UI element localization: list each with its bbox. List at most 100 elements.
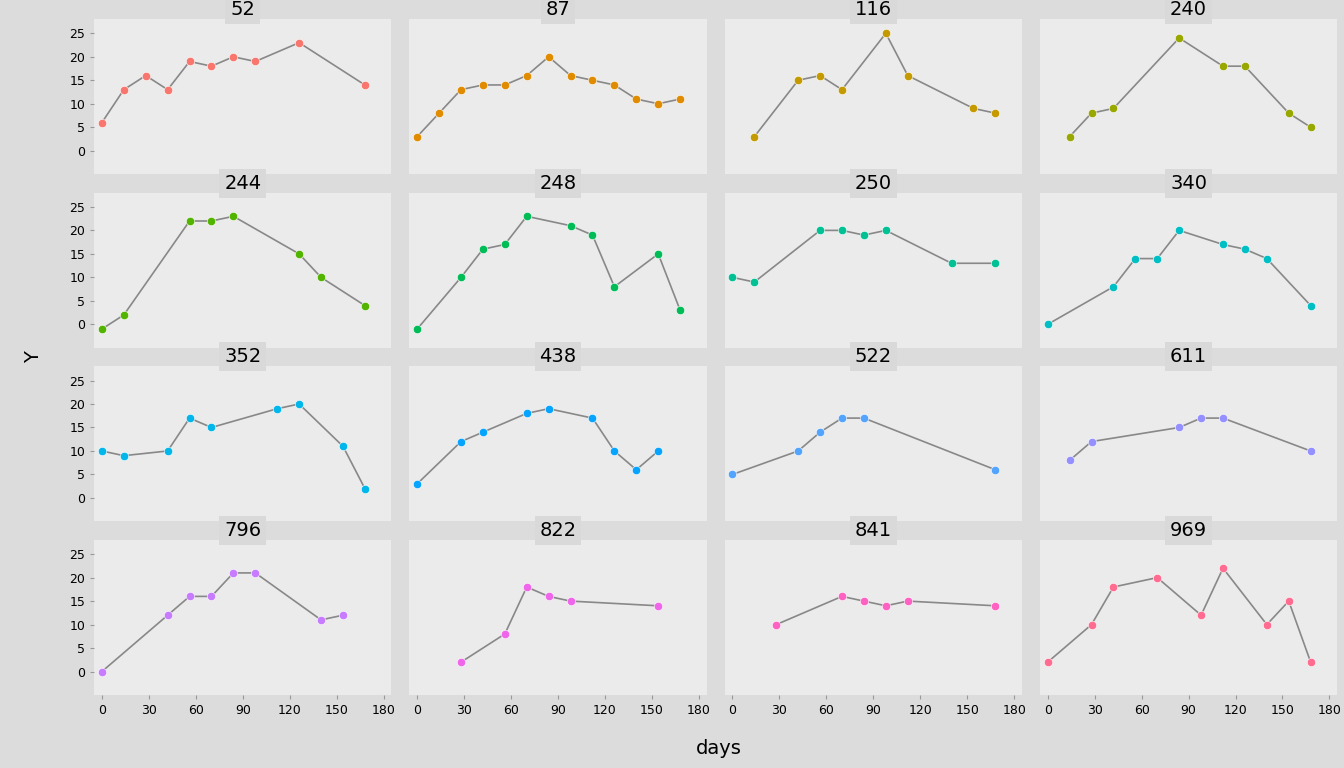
Point: [472, 243, 493, 255]
Point: [223, 210, 245, 223]
Point: [406, 478, 427, 490]
Title: 352: 352: [224, 347, 262, 366]
Point: [809, 224, 831, 237]
Point: [985, 464, 1007, 476]
Title: 340: 340: [1171, 174, 1207, 193]
Point: [1038, 656, 1059, 668]
Point: [1146, 253, 1168, 265]
Point: [625, 464, 646, 476]
Point: [1038, 318, 1059, 330]
Point: [743, 131, 765, 143]
Point: [831, 224, 852, 237]
Point: [1212, 412, 1234, 424]
Point: [875, 600, 896, 612]
Point: [310, 614, 332, 626]
Point: [1168, 224, 1189, 237]
Point: [472, 426, 493, 439]
Title: 116: 116: [855, 0, 892, 19]
Point: [91, 323, 113, 335]
Point: [113, 309, 134, 321]
Point: [450, 84, 472, 96]
Point: [538, 51, 559, 63]
Point: [157, 84, 179, 96]
Point: [1168, 422, 1189, 434]
Point: [831, 84, 852, 96]
Point: [332, 440, 353, 452]
Point: [472, 79, 493, 91]
Point: [809, 69, 831, 81]
Point: [1081, 107, 1102, 119]
Point: [788, 74, 809, 87]
Title: 796: 796: [224, 521, 261, 540]
Point: [1278, 107, 1300, 119]
Point: [853, 595, 875, 607]
Point: [516, 581, 538, 593]
Point: [603, 79, 625, 91]
Point: [113, 449, 134, 462]
Point: [1102, 102, 1124, 114]
Point: [1212, 562, 1234, 574]
Point: [1191, 609, 1212, 621]
Title: 240: 240: [1171, 0, 1207, 19]
Point: [766, 618, 788, 631]
Point: [289, 248, 310, 260]
Point: [831, 591, 852, 603]
Point: [648, 98, 669, 110]
Point: [1212, 238, 1234, 250]
Title: 87: 87: [546, 0, 570, 19]
Point: [603, 445, 625, 457]
Title: 250: 250: [855, 174, 892, 193]
Title: 841: 841: [855, 521, 892, 540]
Point: [450, 271, 472, 283]
Point: [875, 224, 896, 237]
Point: [179, 55, 200, 68]
Point: [450, 435, 472, 448]
Point: [1191, 412, 1212, 424]
Title: 248: 248: [539, 174, 577, 193]
Point: [1234, 60, 1255, 72]
Point: [223, 567, 245, 579]
Point: [1102, 581, 1124, 593]
Point: [560, 220, 582, 232]
Point: [1146, 571, 1168, 584]
Point: [853, 229, 875, 241]
Point: [1125, 253, 1146, 265]
Point: [450, 656, 472, 668]
Title: 611: 611: [1171, 347, 1207, 366]
Point: [113, 84, 134, 96]
Point: [538, 402, 559, 415]
Point: [516, 210, 538, 223]
Point: [560, 69, 582, 81]
Point: [200, 591, 222, 603]
Point: [582, 229, 603, 241]
Point: [495, 627, 516, 640]
Point: [896, 69, 918, 81]
Point: [1059, 131, 1081, 143]
Point: [1102, 280, 1124, 293]
Point: [1300, 300, 1321, 312]
Text: days: days: [696, 740, 742, 758]
Point: [1059, 454, 1081, 466]
Point: [245, 55, 266, 68]
Point: [1212, 60, 1234, 72]
Point: [516, 69, 538, 81]
Point: [831, 412, 852, 424]
Point: [603, 280, 625, 293]
Point: [289, 37, 310, 49]
Point: [1300, 656, 1321, 668]
Point: [429, 107, 450, 119]
Point: [406, 131, 427, 143]
Point: [809, 426, 831, 439]
Point: [200, 215, 222, 227]
Point: [538, 591, 559, 603]
Point: [91, 665, 113, 677]
Point: [1257, 253, 1278, 265]
Title: 522: 522: [855, 347, 892, 366]
Point: [516, 407, 538, 419]
Point: [788, 445, 809, 457]
Point: [353, 482, 375, 495]
Point: [495, 238, 516, 250]
Point: [310, 271, 332, 283]
Point: [582, 412, 603, 424]
Point: [91, 117, 113, 129]
